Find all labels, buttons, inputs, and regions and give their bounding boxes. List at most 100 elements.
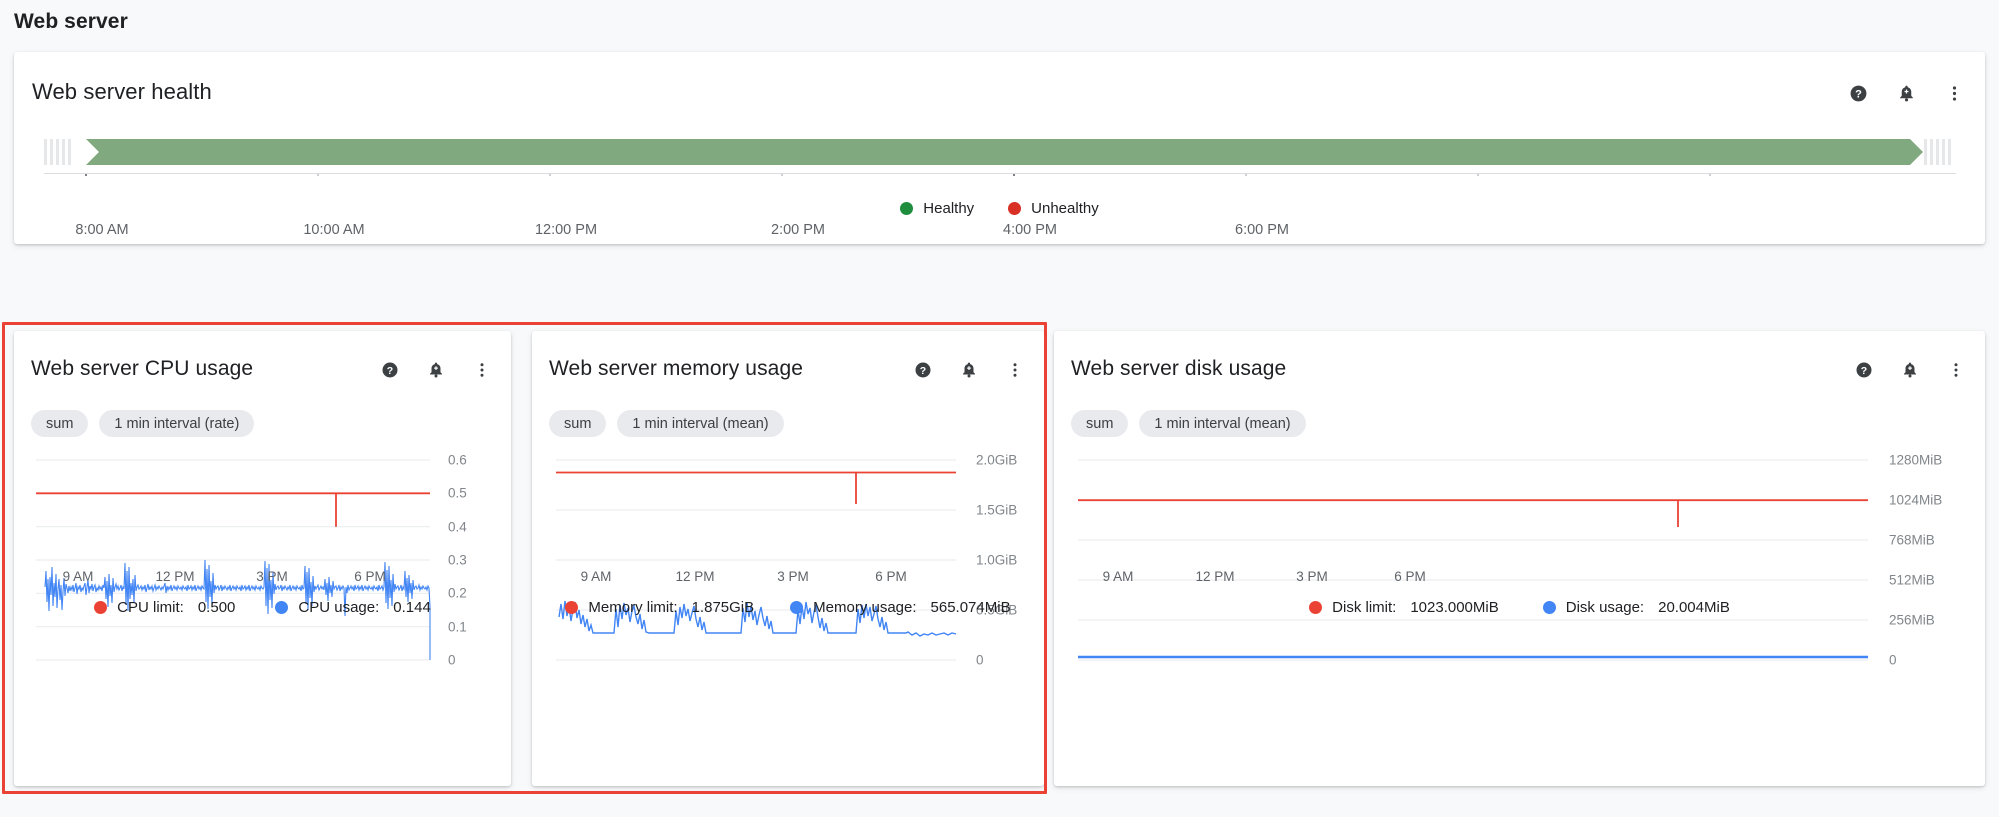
disk-legend: Disk limit: 1023.000MiB Disk usage: 20.0… bbox=[1054, 599, 1985, 616]
memory-y-tick: 2.0GiB bbox=[976, 452, 1018, 468]
legend-value: 1023.000MiB bbox=[1410, 599, 1499, 616]
create-alert-bell-icon[interactable] bbox=[1895, 82, 1917, 104]
disk-usage-dot-icon bbox=[1542, 601, 1556, 614]
memory-card-actions: ? bbox=[912, 359, 1026, 381]
create-alert-bell-icon[interactable] bbox=[425, 359, 447, 381]
legend-label: Healthy bbox=[923, 200, 975, 217]
cpu-x-tick: 9 AM bbox=[62, 569, 94, 584]
disk-x-tick: 9 AM bbox=[1102, 569, 1134, 584]
health-x-tick: 4:00 PM bbox=[1003, 222, 1057, 238]
svg-text:?: ? bbox=[387, 365, 393, 377]
legend-value: 1.875GiB bbox=[691, 599, 755, 616]
legend-item-disk-limit: Disk limit: 1023.000MiB bbox=[1309, 599, 1499, 616]
legend-value: 565.074MiB bbox=[930, 599, 1011, 616]
web-server-cpu-usage-card: Web server CPU usage ? sum 1 min interva… bbox=[14, 331, 511, 786]
svg-text:?: ? bbox=[1861, 365, 1867, 377]
cpu-x-tick: 6 PM bbox=[354, 569, 386, 584]
cpu-legend: CPU limit: 0.500 CPU usage: 0.144 bbox=[14, 599, 511, 616]
more-options-icon[interactable] bbox=[1945, 359, 1967, 381]
disk-x-tick: 3 PM bbox=[1296, 569, 1328, 584]
legend-item-memory-usage: Memory usage: 565.074MiB bbox=[790, 599, 1011, 616]
memory-limit-dot-icon bbox=[565, 601, 579, 614]
cpu-y-tick: 0.1 bbox=[448, 619, 467, 635]
disk-x-tick: 6 PM bbox=[1394, 569, 1426, 584]
memory-x-tick: 12 PM bbox=[675, 569, 715, 584]
legend-item-memory-limit: Memory limit: 1.875GiB bbox=[565, 599, 754, 616]
health-x-tick: 6:00 PM bbox=[1235, 222, 1289, 238]
legend-value: 0.144 bbox=[393, 599, 431, 616]
legend-label: Memory limit: bbox=[588, 599, 678, 616]
cpu-x-tick: 3 PM bbox=[256, 569, 288, 584]
memory-y-tick: 0 bbox=[976, 652, 984, 668]
cpu-usage-plot bbox=[36, 459, 431, 661]
cpu-y-tick: 0.4 bbox=[448, 519, 467, 535]
chip-interval[interactable]: 1 min interval (rate) bbox=[99, 410, 255, 437]
memory-chips: sum 1 min interval (mean) bbox=[549, 410, 784, 437]
disk-y-tick: 0 bbox=[1889, 652, 1897, 668]
legend-item-healthy: Healthy bbox=[900, 200, 974, 217]
help-icon[interactable]: ? bbox=[1847, 82, 1869, 104]
unhealthy-dot-icon bbox=[1008, 202, 1022, 215]
disk-card-actions: ? bbox=[1853, 359, 1967, 381]
health-card-actions: ? bbox=[1847, 82, 1965, 104]
cpu-usage-dot-icon bbox=[275, 601, 289, 614]
cpu-limit-dot-icon bbox=[94, 601, 108, 614]
cpu-card-title: Web server CPU usage bbox=[31, 357, 254, 380]
chip-interval[interactable]: 1 min interval (mean) bbox=[1139, 410, 1306, 437]
memory-legend: Memory limit: 1.875GiB Memory usage: 565… bbox=[532, 599, 1044, 616]
disk-x-tick: 12 PM bbox=[1195, 569, 1235, 584]
memory-y-tick: 1.0GiB bbox=[976, 552, 1018, 568]
chip-interval[interactable]: 1 min interval (mean) bbox=[617, 410, 784, 437]
help-icon[interactable]: ? bbox=[379, 359, 401, 381]
health-x-tick: 10:00 AM bbox=[303, 222, 365, 238]
disk-y-tick: 1024MiB bbox=[1889, 492, 1943, 508]
disk-chips: sum 1 min interval (mean) bbox=[1071, 410, 1306, 437]
cpu-y-tick: 0.5 bbox=[448, 485, 467, 501]
memory-x-tick: 3 PM bbox=[777, 569, 809, 584]
web-server-disk-usage-card: Web server disk usage ? sum 1 min interv… bbox=[1054, 331, 1985, 786]
memory-y-tick: 1.5GiB bbox=[976, 502, 1018, 518]
svg-text:?: ? bbox=[1855, 88, 1862, 100]
legend-label: Memory usage: bbox=[813, 599, 917, 616]
create-alert-bell-icon[interactable] bbox=[958, 359, 980, 381]
legend-label: CPU limit: bbox=[117, 599, 184, 616]
healthy-dot-icon bbox=[900, 202, 914, 215]
create-alert-bell-icon[interactable] bbox=[1899, 359, 1921, 381]
health-timeline-plot bbox=[44, 139, 1956, 176]
legend-item-cpu-usage: CPU usage: 0.144 bbox=[275, 599, 431, 616]
disk-y-tick: 1280MiB bbox=[1889, 452, 1943, 468]
more-options-icon[interactable] bbox=[1943, 82, 1965, 104]
web-server-health-card: Web server health ? bbox=[14, 52, 1985, 244]
health-card-title: Web server health bbox=[32, 79, 212, 104]
cpu-y-tick: 0.6 bbox=[448, 452, 467, 468]
more-options-icon[interactable] bbox=[1004, 359, 1026, 381]
disk-y-tick: 512MiB bbox=[1889, 572, 1935, 588]
more-options-icon[interactable] bbox=[471, 359, 493, 381]
legend-label: Unhealthy bbox=[1031, 200, 1099, 217]
memory-usage-dot-icon bbox=[790, 601, 804, 614]
legend-label: Disk usage: bbox=[1565, 599, 1645, 616]
legend-label: Disk limit: bbox=[1332, 599, 1397, 616]
memory-x-tick: 9 AM bbox=[580, 569, 612, 584]
health-legend: Healthy Unhealthy bbox=[14, 200, 1985, 217]
help-icon[interactable]: ? bbox=[912, 359, 934, 381]
cpu-card-actions: ? bbox=[379, 359, 493, 381]
disk-card-title: Web server disk usage bbox=[1071, 357, 1287, 380]
disk-limit-dot-icon bbox=[1309, 601, 1323, 614]
health-x-tick: 2:00 PM bbox=[771, 222, 825, 238]
chip-aggregation[interactable]: sum bbox=[31, 410, 89, 437]
memory-x-tick: 6 PM bbox=[875, 569, 907, 584]
svg-text:?: ? bbox=[920, 365, 926, 377]
disk-y-tick: 768MiB bbox=[1889, 532, 1935, 548]
cpu-x-tick: 12 PM bbox=[155, 569, 195, 584]
legend-value: 0.500 bbox=[197, 599, 236, 616]
health-x-tick: 12:00 PM bbox=[534, 222, 598, 238]
cpu-y-tick: 0.3 bbox=[448, 552, 467, 568]
page-title: Web server bbox=[14, 10, 128, 33]
legend-item-unhealthy: Unhealthy bbox=[1008, 200, 1099, 217]
disk-y-tick: 256MiB bbox=[1889, 612, 1935, 628]
chip-aggregation[interactable]: sum bbox=[1071, 410, 1129, 437]
chip-aggregation[interactable]: sum bbox=[549, 410, 607, 437]
help-icon[interactable]: ? bbox=[1853, 359, 1875, 381]
memory-usage-plot bbox=[556, 459, 957, 661]
